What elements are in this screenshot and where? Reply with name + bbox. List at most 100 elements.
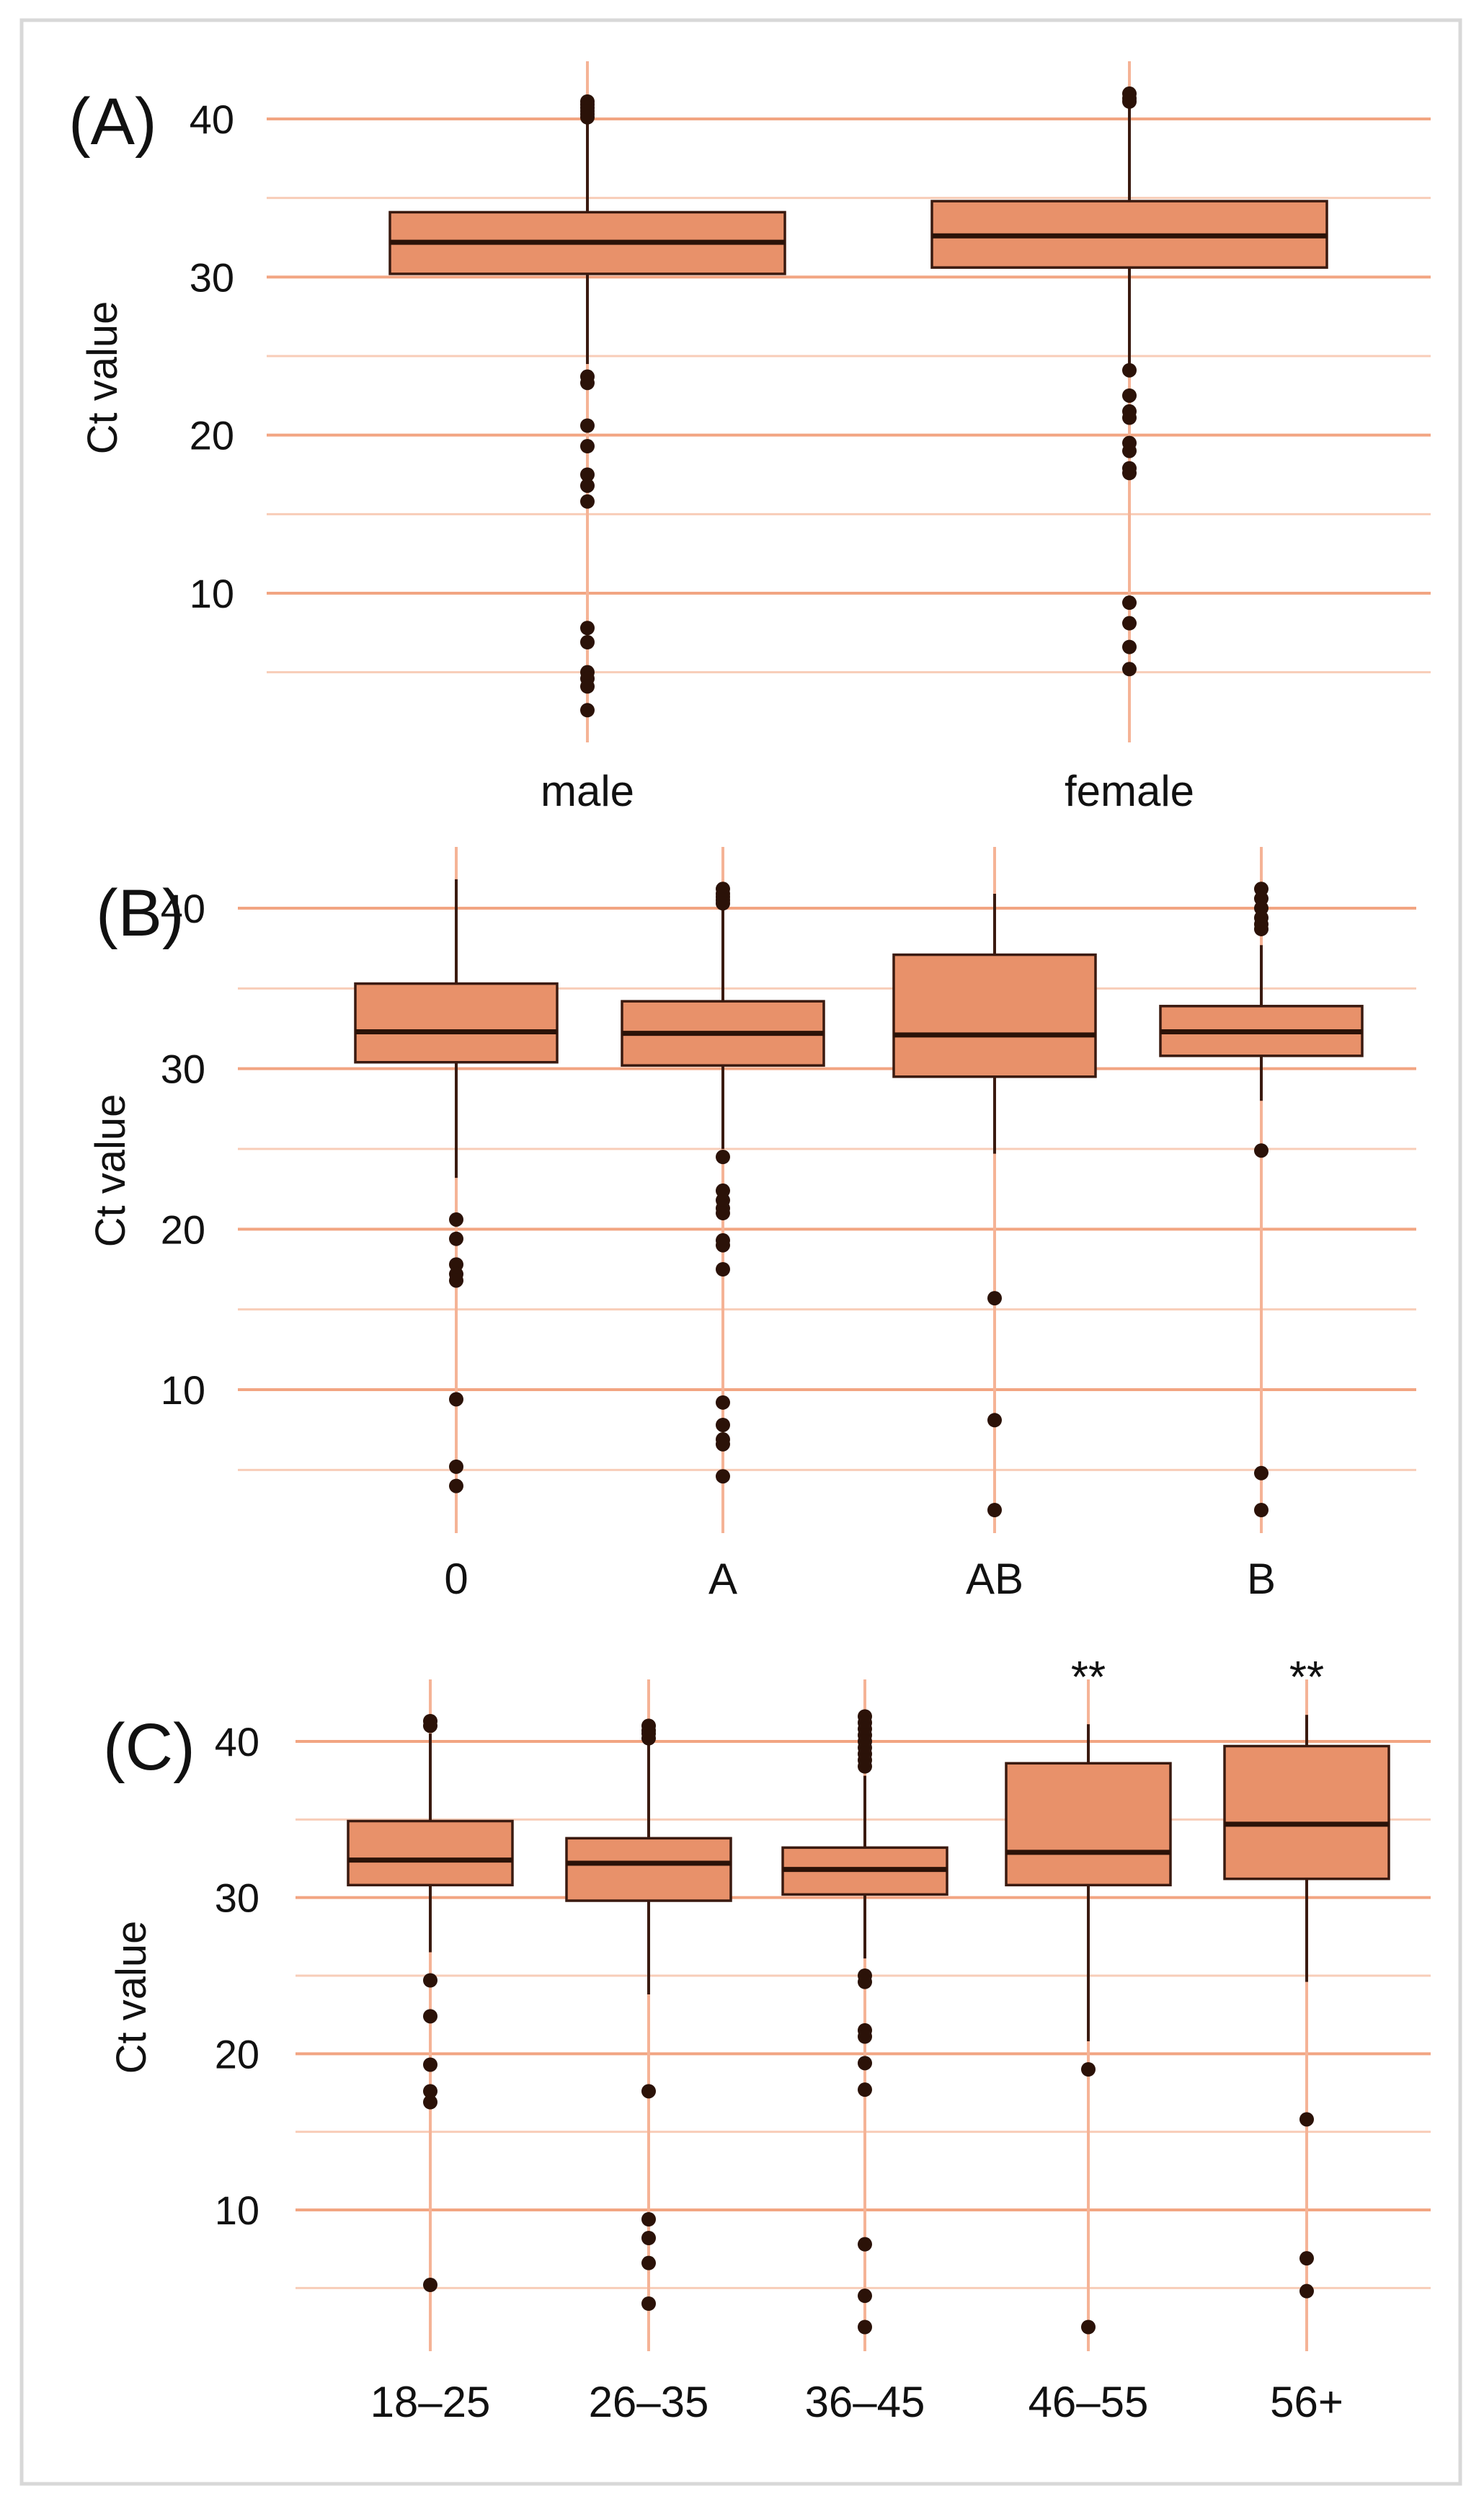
outlier-point	[1081, 2062, 1096, 2077]
outlier-point	[716, 1417, 730, 1432]
box-group	[1223, 1679, 1390, 2351]
y-tick-label: 10	[161, 1367, 205, 1413]
iqr-box	[892, 953, 1097, 1078]
outlier-point	[641, 2084, 656, 2099]
outlier-point	[858, 2056, 872, 2071]
iqr-box	[1005, 1762, 1172, 1887]
outlier-point	[580, 494, 595, 509]
iqr-box	[1223, 1744, 1390, 1881]
outlier-point	[1254, 1503, 1268, 1517]
chart-panel-1: 10 20 30 40 Ct value (A) male female	[68, 61, 1431, 815]
box-group	[930, 61, 1328, 742]
outlier-point	[1122, 443, 1137, 458]
y-tick-label: 30	[190, 254, 234, 300]
outlier-point	[641, 2255, 656, 2270]
outlier-point	[580, 703, 595, 718]
chart-panel-2: 10 20 30 40 Ct value (B) 0 A AB B	[87, 847, 1416, 1603]
iqr-box	[354, 982, 559, 1064]
outlier-point	[423, 1973, 437, 1988]
outlier-point	[858, 2319, 872, 2335]
outlier-point	[716, 1437, 730, 1452]
outlier-point	[580, 478, 595, 493]
outlier-point	[449, 1392, 463, 1407]
outlier-point	[449, 1273, 463, 1288]
figure-frame	[19, 18, 1462, 2486]
outlier-point	[1122, 410, 1137, 425]
chart-panel-3: 10 20 30 40 Ct value (C) 18–25 26–35 36–45 46–55 5…	[103, 1653, 1431, 2426]
outlier-point	[1122, 616, 1137, 631]
outlier-point	[858, 2082, 872, 2097]
outlier-point	[580, 110, 595, 125]
outlier-point	[580, 467, 595, 482]
outlier-point	[580, 621, 595, 636]
x-category-label: B	[1247, 1555, 1276, 1603]
outlier-point	[449, 1459, 463, 1474]
outlier-point	[1122, 94, 1137, 109]
significance-annotation: **	[1289, 1653, 1324, 1702]
outlier-point	[858, 2288, 872, 2304]
outlier-point	[580, 418, 595, 433]
outlier-point	[987, 1503, 1002, 1517]
outlier-point	[423, 1718, 437, 1733]
y-tick-label: 30	[161, 1047, 205, 1092]
y-tick-label: 40	[190, 97, 234, 142]
panel-label: (C)	[103, 1710, 195, 1784]
x-category-label: 0	[444, 1555, 468, 1603]
y-tick-label: 40	[161, 886, 205, 931]
x-category-label: male	[541, 767, 634, 815]
panel-label: (B)	[96, 876, 185, 950]
outlier-point	[580, 376, 595, 391]
y-tick-label: 20	[190, 413, 234, 458]
box-group	[1159, 847, 1364, 1533]
outlier-point	[1254, 921, 1268, 936]
outlier-point	[1081, 2319, 1096, 2335]
x-category-label: female	[1065, 767, 1194, 815]
outlier-point	[423, 2084, 437, 2099]
outlier-point	[423, 2057, 437, 2072]
outlier-point	[1122, 595, 1137, 611]
x-category-label: A	[708, 1555, 737, 1603]
box-group	[347, 1679, 514, 2351]
y-tick-label: 20	[215, 2031, 259, 2077]
box-group	[621, 847, 825, 1533]
outlier-point	[1299, 2251, 1314, 2266]
y-axis-title: Ct value	[108, 1921, 155, 2074]
x-category-label: AB	[966, 1555, 1023, 1603]
outlier-point	[1299, 2112, 1314, 2127]
outlier-point	[449, 1478, 463, 1493]
outlier-point	[423, 2278, 437, 2292]
x-category-label: 46–55	[1028, 2378, 1149, 2426]
x-category-label: 26–35	[589, 2378, 709, 2426]
x-category-label: 56+	[1270, 2378, 1343, 2426]
outlier-point	[641, 1731, 656, 1746]
box-group	[388, 61, 786, 742]
outlier-point	[858, 1974, 872, 1989]
box-group	[1005, 1679, 1172, 2351]
outlier-point	[1299, 2283, 1314, 2299]
outlier-point	[1122, 639, 1137, 654]
outlier-point	[716, 1206, 730, 1221]
outlier-point	[423, 2009, 437, 2024]
y-tick-label: 10	[215, 2188, 259, 2233]
y-tick-label: 10	[190, 571, 234, 616]
outlier-point	[1122, 388, 1137, 403]
outlier-point	[1122, 363, 1137, 378]
panel-label: (A)	[68, 85, 157, 159]
outlier-point	[1254, 1143, 1268, 1158]
iqr-box	[565, 1837, 732, 1902]
y-tick-label: 30	[215, 1875, 259, 1921]
box-group	[892, 847, 1097, 1533]
outlier-point	[641, 2231, 656, 2245]
outlier-point	[1122, 466, 1137, 481]
box-group	[565, 1679, 732, 2351]
outlier-point	[641, 2212, 656, 2226]
y-axis-title: Ct value	[79, 301, 126, 455]
outlier-point	[580, 679, 595, 694]
x-category-label: 18–25	[370, 2378, 491, 2426]
significance-annotation: **	[1071, 1653, 1106, 1702]
outlier-point	[641, 2296, 656, 2311]
iqr-box	[347, 1819, 514, 1887]
outlier-point	[716, 1469, 730, 1484]
outlier-point	[580, 634, 595, 649]
